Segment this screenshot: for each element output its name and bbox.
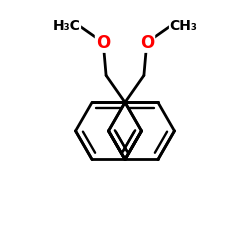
Text: CH₃: CH₃ (170, 20, 198, 34)
Text: H₃C: H₃C (52, 20, 80, 34)
Text: O: O (96, 34, 110, 52)
Text: O: O (140, 34, 154, 52)
